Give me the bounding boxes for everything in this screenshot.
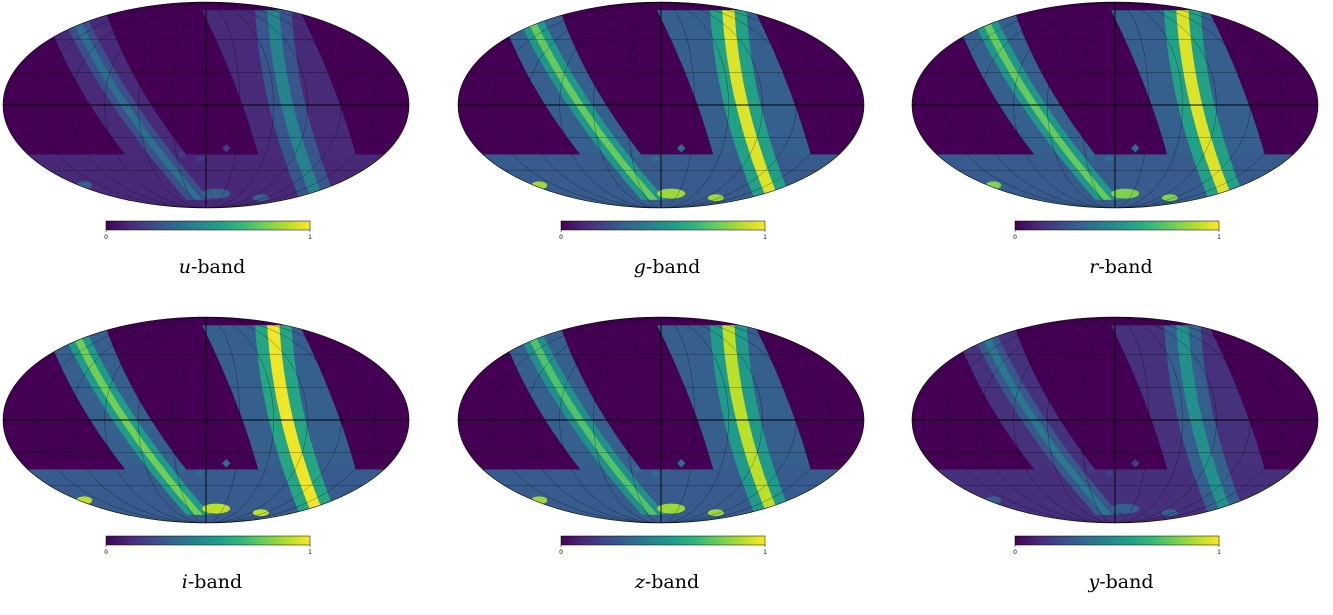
map-layer [3, 2, 409, 208]
map-layer [912, 317, 1318, 523]
caption-u-band: u-band [2, 256, 422, 278]
colorbar-tick-label: 0 [1013, 549, 1017, 556]
bright-region [202, 188, 231, 199]
band-suffix: -band [187, 571, 243, 593]
caption-r-band: r-band [911, 256, 1331, 278]
stripe-west-core [267, 325, 325, 515]
small-field [177, 465, 186, 474]
stripe-west-core [722, 10, 780, 200]
small-field [1131, 144, 1140, 153]
stripe-west-core [267, 10, 325, 200]
stripe-west-core [1176, 325, 1234, 515]
band-letter: u [178, 256, 191, 278]
small-field [177, 150, 186, 159]
stripe-east-core [976, 10, 1112, 200]
small-field [632, 150, 641, 159]
map-border [457, 1, 865, 209]
small-field [195, 154, 205, 163]
map-border [911, 316, 1319, 524]
map-border [911, 1, 1319, 209]
colorbar-tick-label: 1 [308, 234, 312, 241]
colorbar-tick-label: 0 [104, 234, 108, 241]
colorbar [105, 535, 311, 546]
colorbar-tick-label: 1 [763, 549, 767, 556]
colorbar-tick-label: 1 [1217, 234, 1221, 241]
bright-region [707, 509, 724, 517]
bright-region [252, 194, 269, 202]
colorbar-tick-label: 0 [1013, 234, 1017, 241]
colorbar-tick-label: 1 [1217, 549, 1221, 556]
stripe-west-core [1176, 10, 1234, 200]
map-border [457, 316, 865, 524]
colorbar-tick-label: 1 [308, 549, 312, 556]
bright-region [707, 194, 724, 202]
band-letter: i [181, 571, 188, 593]
stripe-east-core [67, 325, 203, 515]
small-field [195, 469, 205, 478]
colorbar-tick-label: 0 [104, 549, 108, 556]
colorbar-tick-label: 0 [559, 549, 563, 556]
caption-y-band: y-band [911, 571, 1331, 593]
map-layer [458, 2, 864, 208]
band-suffix: -band [645, 256, 701, 278]
band-suffix: -band [1098, 256, 1153, 278]
bright-region [252, 509, 269, 517]
bright-region [657, 503, 686, 514]
small-field [677, 459, 686, 468]
colorbar [1014, 535, 1220, 546]
colorbar-tick-label: 1 [763, 234, 767, 241]
bright-region [1111, 188, 1140, 199]
caption-g-band: g-band [457, 256, 877, 278]
small-field [222, 459, 231, 468]
map-layer [3, 317, 409, 523]
small-field [677, 144, 686, 153]
stripe-west-core [722, 325, 780, 515]
stripe-east-core [976, 325, 1112, 515]
band-letter: z [634, 571, 645, 593]
band-letter: r [1089, 256, 1099, 278]
stripe-east-core [67, 10, 203, 200]
bright-region [1161, 509, 1178, 517]
bright-region [202, 503, 231, 514]
colorbar [1014, 220, 1220, 231]
band-suffix: -band [644, 571, 700, 593]
colorbar [560, 535, 766, 546]
colorbar [105, 220, 311, 231]
map-border [2, 316, 410, 524]
small-field [632, 465, 641, 474]
map-layer [912, 2, 1318, 208]
band-suffix: -band [190, 256, 246, 278]
band-letter: y [1088, 571, 1100, 593]
bright-region [1111, 503, 1140, 514]
stripe-east-core [522, 10, 658, 200]
small-field [650, 154, 660, 163]
colorbar [560, 220, 766, 231]
bright-region [1161, 194, 1178, 202]
small-field [650, 469, 660, 478]
map-layer [458, 317, 864, 523]
colorbar-tick-label: 0 [559, 234, 563, 241]
stripe-east-core [522, 325, 658, 515]
band-letter: g [633, 256, 646, 278]
band-suffix: -band [1099, 571, 1154, 593]
caption-z-band: z-band [457, 571, 877, 593]
caption-i-band: i-band [2, 571, 422, 593]
small-field [222, 144, 231, 153]
map-border [2, 1, 410, 209]
bright-region [657, 188, 686, 199]
small-field [1131, 459, 1140, 468]
